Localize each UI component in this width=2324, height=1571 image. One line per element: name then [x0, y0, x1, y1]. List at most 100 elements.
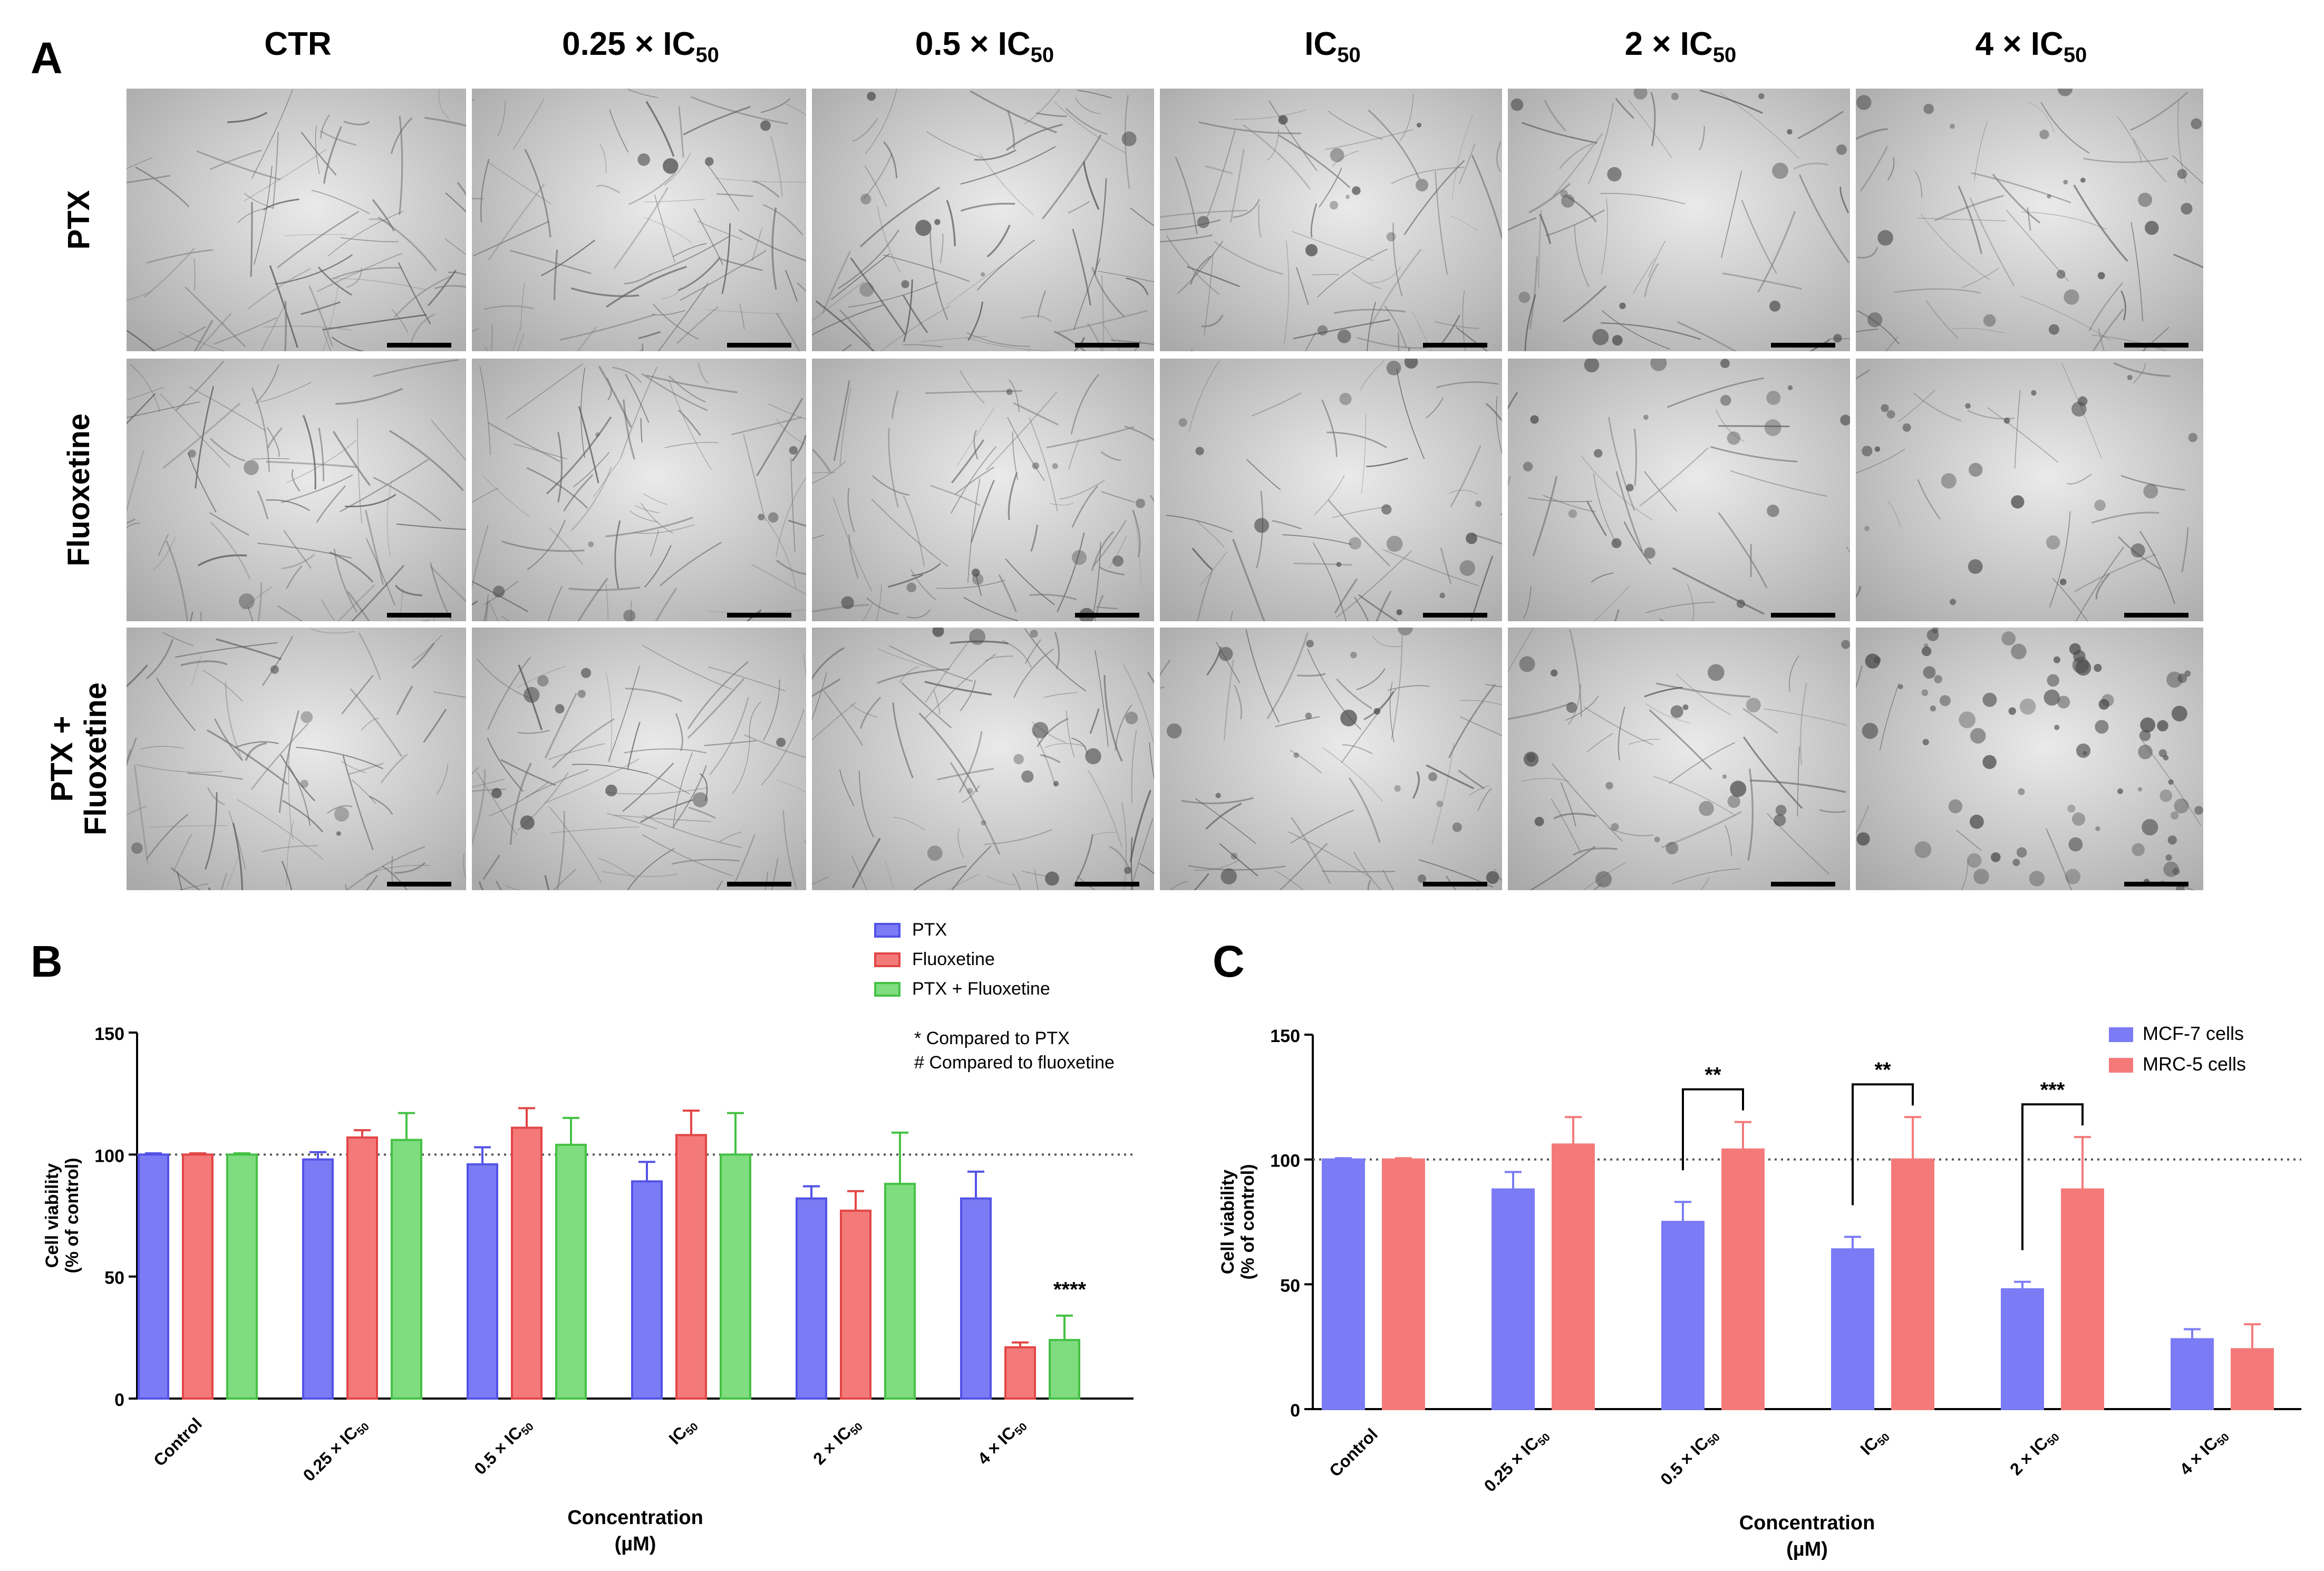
legend-label-ptx: PTX [912, 920, 947, 940]
bar-mrc-5-cells-ic50 [1891, 1158, 1934, 1411]
scale-bar [1423, 613, 1487, 618]
micrograph-image [1160, 628, 1502, 890]
micrograph-image [1856, 359, 2203, 621]
x-axis-label: Concentration [567, 1507, 703, 1529]
scale-bar [727, 343, 791, 348]
micrograph-image [1508, 628, 1850, 890]
scale-bar [1075, 613, 1139, 618]
bar-fluoxetine-0-5-ic50 [511, 1126, 543, 1400]
micrograph-image [1856, 89, 2203, 351]
micrograph-image [812, 89, 1154, 351]
significance-marker: ** [1874, 1058, 1891, 1082]
scale-bar [1423, 343, 1487, 348]
x-tick-label-0-5-ic50: 0.5 × IC50​ [470, 1414, 536, 1480]
legend-label-ptx-fluoxetine: PTX + Fluoxetine [912, 979, 1050, 999]
micrograph-fluoxetine-0-25-ic50 [472, 359, 806, 621]
legend-label-fluoxetine: Fluoxetine [912, 949, 995, 969]
bar-ptx-0-5-ic50 [467, 1163, 498, 1400]
y-tick-label: 0 [1290, 1401, 1300, 1421]
micrograph-ptx-ctr [127, 89, 466, 351]
legend-swatch-ptx-fluoxetine [874, 982, 900, 997]
micrograph-ptx-0-5-ic50 [812, 89, 1154, 351]
micrograph-ptx-0-25-ic50 [472, 89, 806, 351]
micrograph-image [127, 628, 466, 890]
scale-bar [1771, 882, 1835, 886]
column-heading-ctr: CTR [264, 26, 332, 62]
x-tick-label-0-25-ic50: 0.25 × IC50​ [1480, 1424, 1553, 1497]
micrograph-ptx-fluoxetine-0-25-ic50 [472, 628, 806, 890]
bar-ptx-0-25-ic50 [302, 1158, 334, 1400]
chart-b: 0 50 100 150 Cell viability (% of control) Con… [42, 920, 1134, 1555]
x-tick-label-control: Control [150, 1414, 206, 1470]
legend-swatch-mcf-7-cells [2109, 1027, 2133, 1042]
micrograph-image [1508, 89, 1850, 351]
scale-bar [1075, 343, 1139, 348]
bar-mrc-5-cells-4-ic50 [2231, 1348, 2274, 1410]
legend-note-0: * Compared to PTX [914, 1028, 1070, 1048]
panel-letter-c: C [1213, 937, 1245, 986]
significance-bracket [2021, 1103, 2084, 1250]
scale-bar [387, 882, 451, 886]
y-axis-label: Cell viability [42, 1163, 62, 1268]
micrograph-ptx-fluoxetine-0-5-ic50 [812, 628, 1154, 890]
scale-bar [727, 613, 791, 618]
x-tick-label-0-5-ic50: 0.5 × IC50​ [1657, 1424, 1722, 1490]
bar-mcf-7-cells-control [1322, 1158, 1365, 1411]
x-axis-label-units: (µM) [1786, 1538, 1828, 1560]
bar-ptx-ic50 [631, 1180, 663, 1400]
micrograph-fluoxetine-ic50 [1160, 359, 1502, 621]
significance-marker: *** [2040, 1078, 2065, 1102]
y-axis-label-units: (% of control) [1238, 1164, 1258, 1279]
micrograph-image [127, 359, 466, 621]
scale-bar [1423, 882, 1487, 886]
micrograph-ptx-4-ic50 [1856, 89, 2203, 351]
scale-bar [2124, 613, 2189, 618]
column-heading-ic50: IC50 [1304, 26, 1361, 67]
micrograph-image [127, 89, 466, 351]
x-tick-label-4-ic50: 4 × IC50​ [2176, 1424, 2232, 1480]
x-tick-label-2-ic50: 2 × IC50​ [809, 1414, 865, 1470]
legend-note-1: # Compared to fluoxetine [914, 1053, 1115, 1073]
micrograph-image [1856, 628, 2203, 890]
micrograph-image [1160, 89, 1502, 351]
bar-fluoxetine-0-25-ic50 [346, 1136, 378, 1400]
scale-bar [1075, 882, 1139, 886]
bar-mcf-7-cells-0-5-ic50 [1661, 1221, 1705, 1410]
y-tick-label: 50 [104, 1268, 124, 1288]
bar-ptx-control [138, 1153, 169, 1400]
legend-label-mrc-5-cells: MRC-5 cells [2143, 1053, 2246, 1075]
bar-ptx-fluoxetine-control [226, 1153, 258, 1400]
micrograph-fluoxetine-0-5-ic50 [812, 359, 1154, 621]
bar-fluoxetine-ic50 [675, 1134, 707, 1400]
y-tick-label: 100 [1270, 1151, 1300, 1171]
micrograph-fluoxetine-2-ic50 [1508, 359, 1850, 621]
bar-fluoxetine-4-ic50 [1004, 1346, 1036, 1400]
y-tick-label: 150 [94, 1024, 124, 1044]
bar-ptx-fluoxetine-0-25-ic50 [391, 1139, 422, 1400]
column-heading-0-5-ic50: 0.5 × IC50 [915, 26, 1054, 67]
micrograph-image [472, 89, 806, 351]
column-heading-4-ic50: 4 × IC50 [1975, 26, 2087, 67]
bar-ptx-fluoxetine-ic50 [720, 1153, 751, 1400]
micrograph-ptx-fluoxetine-2-ic50 [1508, 628, 1850, 890]
micrograph-ptx-fluoxetine-4-ic50 [1856, 628, 2203, 890]
scale-bar [2124, 882, 2189, 886]
y-tick-label: 150 [1270, 1026, 1300, 1046]
bar-mrc-5-cells-2-ic50 [2061, 1188, 2104, 1410]
significance-bracket [1682, 1088, 1744, 1171]
y-tick-label: 0 [114, 1390, 124, 1410]
y-axis-label: Cell viability [1218, 1170, 1238, 1274]
column-heading-0-25-ic50: 0.25 × IC50 [562, 26, 719, 67]
panel-letter-a: A [31, 33, 63, 83]
micrograph-image [812, 628, 1154, 890]
micrograph-fluoxetine-4-ic50 [1856, 359, 2203, 621]
bar-mrc-5-cells-control [1382, 1158, 1425, 1411]
x-tick-label-4-ic50: 4 × IC50​ [974, 1414, 1030, 1470]
scale-bar [1771, 613, 1835, 618]
significance-bracket [1852, 1083, 1914, 1206]
bar-mcf-7-cells-0-25-ic50 [1492, 1188, 1535, 1410]
micrograph-image [812, 359, 1154, 621]
scale-bar [387, 613, 451, 618]
micrograph-ptx-ic50 [1160, 89, 1502, 351]
bar-mrc-5-cells-0-25-ic50 [1552, 1143, 1595, 1410]
